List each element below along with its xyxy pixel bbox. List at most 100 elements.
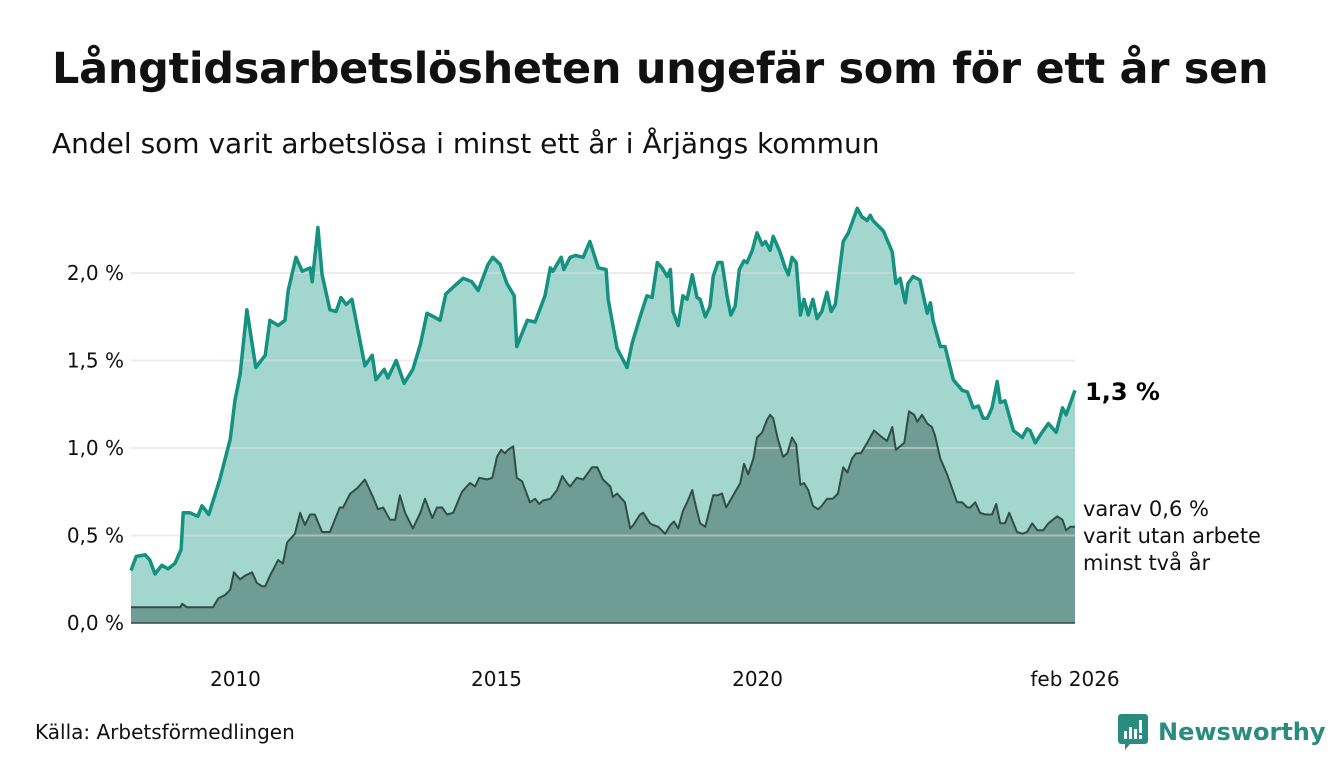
main-data-point — [787, 274, 789, 276]
main-data-point — [154, 573, 156, 575]
sub-data-point — [339, 507, 341, 509]
y-tick-label: 2,0 % — [67, 261, 124, 285]
sub-data-point — [304, 524, 306, 526]
chart-subtitle: Andel som varit arbetslösa i minst ett å… — [52, 127, 880, 160]
sub-data-point — [500, 449, 502, 451]
main-data-point — [264, 354, 266, 356]
sub-data-point — [261, 585, 263, 587]
main-data-point — [487, 263, 489, 265]
sub-data-point — [538, 503, 540, 505]
main-data-point — [454, 284, 456, 286]
sub-data-point — [282, 563, 284, 565]
sub-data-point — [504, 452, 506, 454]
sub-data-point — [682, 510, 684, 512]
main-data-point — [795, 262, 797, 264]
main-data-point — [717, 262, 719, 264]
sub-data-point — [639, 514, 641, 516]
main-data-point — [842, 241, 844, 243]
sub-data-point — [582, 479, 584, 481]
sub-data-point — [251, 571, 253, 573]
main-data-point — [872, 220, 874, 222]
sub-data-point — [686, 501, 688, 503]
main-data-point — [182, 512, 184, 514]
main-data-point — [506, 283, 508, 285]
main-data-point — [477, 290, 479, 292]
main-data-point — [686, 298, 688, 300]
sub-data-point — [321, 531, 323, 533]
x-tick-label: feb 2026 — [1030, 667, 1119, 691]
main-data-point — [944, 346, 946, 348]
main-data-point — [616, 347, 618, 349]
sub-data-point — [549, 498, 551, 500]
main-data-point — [335, 311, 337, 313]
main-data-point — [812, 298, 814, 300]
main-data-point — [295, 256, 297, 258]
sub-data-point — [846, 472, 848, 474]
sub-data-point — [725, 507, 727, 509]
sub-data-point — [1061, 519, 1063, 521]
main-data-point — [1034, 442, 1036, 444]
sub-data-point — [507, 449, 509, 451]
main-data-point — [807, 314, 809, 316]
main-data-point — [784, 267, 786, 269]
sub-data-point — [969, 507, 971, 509]
sub-data-point — [761, 431, 763, 433]
main-data-point — [821, 311, 823, 313]
main-data-point — [1055, 431, 1057, 433]
sub-data-point — [795, 444, 797, 446]
newsworthy-logo: Newsworthy — [1118, 714, 1326, 750]
main-data-point — [351, 298, 353, 300]
y-axis: 0,0 % 0,5 % 1,0 % 1,5 % 2,0 % — [67, 261, 124, 635]
main-data-point — [412, 368, 414, 370]
main-data-point — [656, 262, 658, 264]
sub-data-point — [673, 521, 675, 523]
sub-data-point — [424, 498, 426, 500]
sub-data-point — [1026, 531, 1028, 533]
main-data-point — [311, 281, 313, 283]
sub-data-point — [404, 512, 406, 514]
sub-data-point — [1056, 515, 1058, 517]
main-data-point — [929, 302, 931, 304]
main-data-point — [1041, 431, 1043, 433]
main-data-point — [712, 276, 714, 278]
main-data-point — [847, 232, 849, 234]
sub-data-point — [777, 438, 779, 440]
sub-data-point — [556, 489, 558, 491]
sub-data-point — [769, 414, 771, 416]
sub-data-point — [694, 501, 696, 503]
sub-data-point — [356, 487, 358, 489]
sub-data-point — [886, 440, 888, 442]
main-data-point — [856, 207, 858, 209]
sub-data-point — [995, 503, 997, 505]
main-data-point — [371, 354, 373, 356]
sub-data-point — [991, 514, 993, 516]
sub-data-point — [309, 514, 311, 516]
sub-data-point — [371, 494, 373, 496]
main-data-point — [1074, 389, 1076, 391]
sub-data-point — [382, 507, 384, 509]
main-data-point — [544, 295, 546, 297]
main-data-point — [277, 325, 279, 327]
main-data-point — [721, 262, 723, 264]
main-data-point — [869, 214, 871, 216]
newsworthy-logo-icon — [1118, 714, 1148, 750]
main-data-point — [492, 256, 494, 258]
sub-data-point — [873, 430, 875, 432]
main-data-point — [1004, 400, 1006, 402]
sub-data-point — [1042, 529, 1044, 531]
sub-data-point — [956, 501, 958, 503]
main-data-point — [321, 274, 323, 276]
x-tick-label: 2020 — [732, 667, 783, 691]
main-data-point — [738, 269, 740, 271]
main-data-point — [1061, 407, 1063, 409]
sub-data-point — [717, 494, 719, 496]
sub-data-point — [691, 489, 693, 491]
sub-data-point — [934, 435, 936, 437]
sub-data-point — [277, 559, 279, 561]
main-data-point — [646, 295, 648, 297]
main-data-point — [709, 305, 711, 307]
sub-data-point — [294, 533, 296, 535]
sub-data-point — [349, 493, 351, 495]
sub-data-point — [596, 466, 598, 468]
main-data-point — [726, 297, 728, 299]
